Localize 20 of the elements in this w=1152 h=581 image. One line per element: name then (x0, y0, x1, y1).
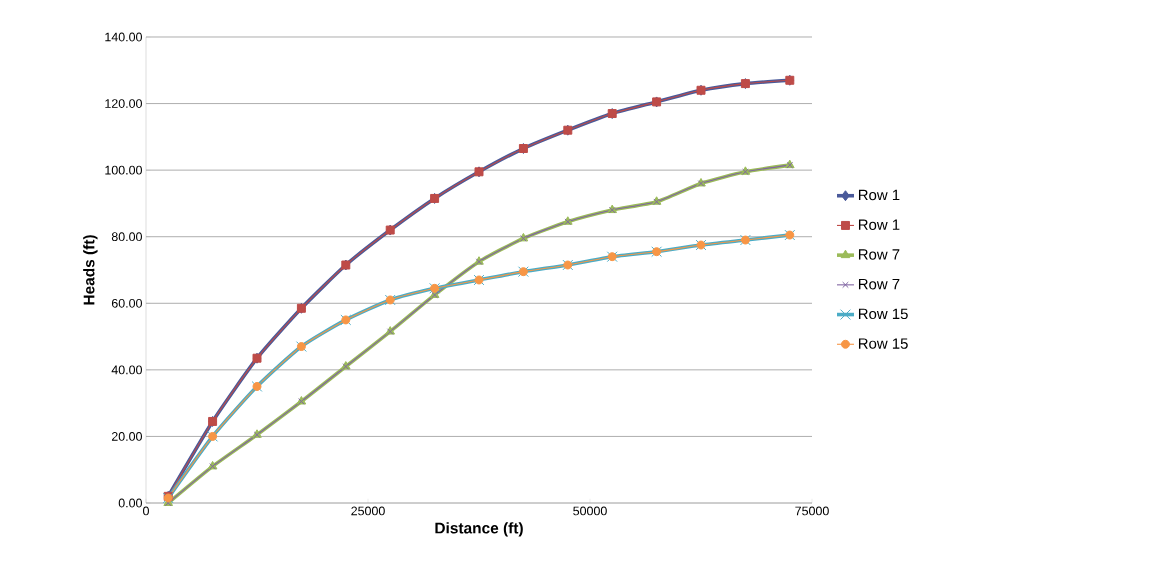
y-tick-label: 80.00 (111, 232, 142, 242)
y-tick-label: 40.00 (111, 365, 142, 375)
y-axis-title: Heads (ft) (83, 235, 98, 305)
y-tick-label: 60.00 (111, 298, 142, 308)
legend-label: Row 15 (858, 308, 908, 320)
x-tick-label: 75000 (795, 506, 829, 516)
x-axis-title: Distance (ft) (435, 522, 523, 537)
y-tick-label: 140.00 (105, 32, 142, 42)
y-tick-label: 0.00 (118, 498, 142, 508)
legend-label: Row 15 (858, 338, 908, 349)
legend-label: Row 7 (858, 278, 900, 290)
y-tick-label: 100.00 (105, 165, 142, 175)
legend-label: Row 1 (858, 189, 900, 201)
legend-label: Row 7 (858, 249, 900, 260)
x-tick-label: 0 (143, 506, 149, 516)
y-tick-label: 20.00 (111, 432, 142, 441)
x-tick-label: 25000 (351, 506, 385, 516)
y-tick-label: 120.00 (105, 99, 142, 108)
x-tick-label: 50000 (573, 506, 607, 516)
legend-label: Row 1 (858, 219, 900, 230)
